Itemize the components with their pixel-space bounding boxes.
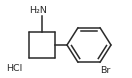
- Text: H₂N: H₂N: [29, 6, 47, 15]
- Text: Br: Br: [100, 66, 110, 75]
- Text: HCl: HCl: [6, 64, 22, 73]
